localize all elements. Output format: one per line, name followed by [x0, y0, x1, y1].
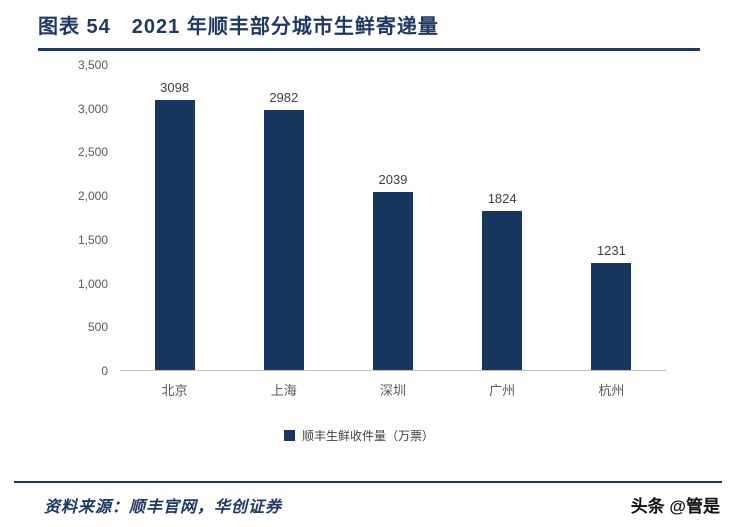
bar [591, 262, 632, 370]
bar [263, 110, 304, 370]
legend-swatch [283, 430, 295, 441]
chart-legend: 顺丰生鲜收件量（万票） [52, 427, 666, 444]
bar-column-5: 1231 [591, 65, 632, 370]
y-tick-label: 3,500 [77, 58, 108, 72]
footer-divider [14, 481, 722, 483]
footer-row: 资料来源：顺丰官网，华创证券 头条 @管是 [0, 492, 736, 517]
x-axis-label: 北京 [161, 383, 188, 398]
y-tick-label: 3,000 [77, 101, 108, 116]
bar [482, 211, 523, 370]
x-axis-label: 深圳 [379, 383, 406, 398]
bar [154, 100, 195, 370]
bar [372, 192, 413, 370]
y-tick-label: 1,500 [77, 232, 108, 247]
bar-value-label: 1824 [487, 191, 517, 207]
y-axis: 3,500 3,000 2,500 2,000 1,500 1,000 500 0 [52, 58, 108, 378]
bar-column-4: 1824 [482, 65, 523, 370]
plot-body: 3098 2982 2039 1824 1231 北京 上海 深圳 广州 杭州 [120, 65, 666, 399]
figure-header: 图表 54 2021 年顺丰部分城市生鲜寄递量 [0, 0, 736, 51]
y-tick-label: 1,000 [77, 276, 108, 291]
bar-column-2: 2982 [263, 65, 304, 370]
source-note: 资料来源：顺丰官网，华创证券 [44, 498, 283, 516]
bar-value-label: 1231 [596, 242, 626, 258]
y-tick-label: 2,500 [77, 145, 108, 160]
x-axis-label: 广州 [489, 383, 516, 398]
legend-label: 顺丰生鲜收件量（万票） [301, 429, 434, 443]
plot-area: 3098 2982 2039 1824 1231 [120, 65, 666, 371]
bar-column-1: 3098 [154, 65, 195, 370]
bar-value-label: 3098 [160, 80, 190, 96]
x-axis-label: 杭州 [598, 383, 625, 398]
watermark: 头条 @管是 [630, 497, 720, 516]
y-tick-label: 0 [101, 364, 108, 378]
y-tick-label: 2,000 [77, 189, 108, 204]
bar-chart: 3,500 3,000 2,500 2,000 1,500 1,000 500 0 3098 2… [0, 51, 736, 481]
bar-value-label: 2982 [269, 90, 299, 106]
figure-footer: 资料来源：顺丰官网，华创证券 头条 @管是 [0, 481, 736, 527]
x-axis-labels: 北京 上海 深圳 广州 杭州 [120, 380, 666, 399]
bar-column-3: 2039 [372, 65, 413, 370]
x-axis-label: 上海 [270, 383, 297, 398]
y-tick-label: 500 [87, 320, 108, 335]
figure-title: 图表 54 2021 年顺丰部分城市生鲜寄递量 [38, 16, 439, 38]
bar-value-label: 2039 [378, 172, 408, 188]
chart-grid: 3,500 3,000 2,500 2,000 1,500 1,000 500 0 3098 2… [52, 58, 666, 399]
title-divider [38, 48, 700, 51]
